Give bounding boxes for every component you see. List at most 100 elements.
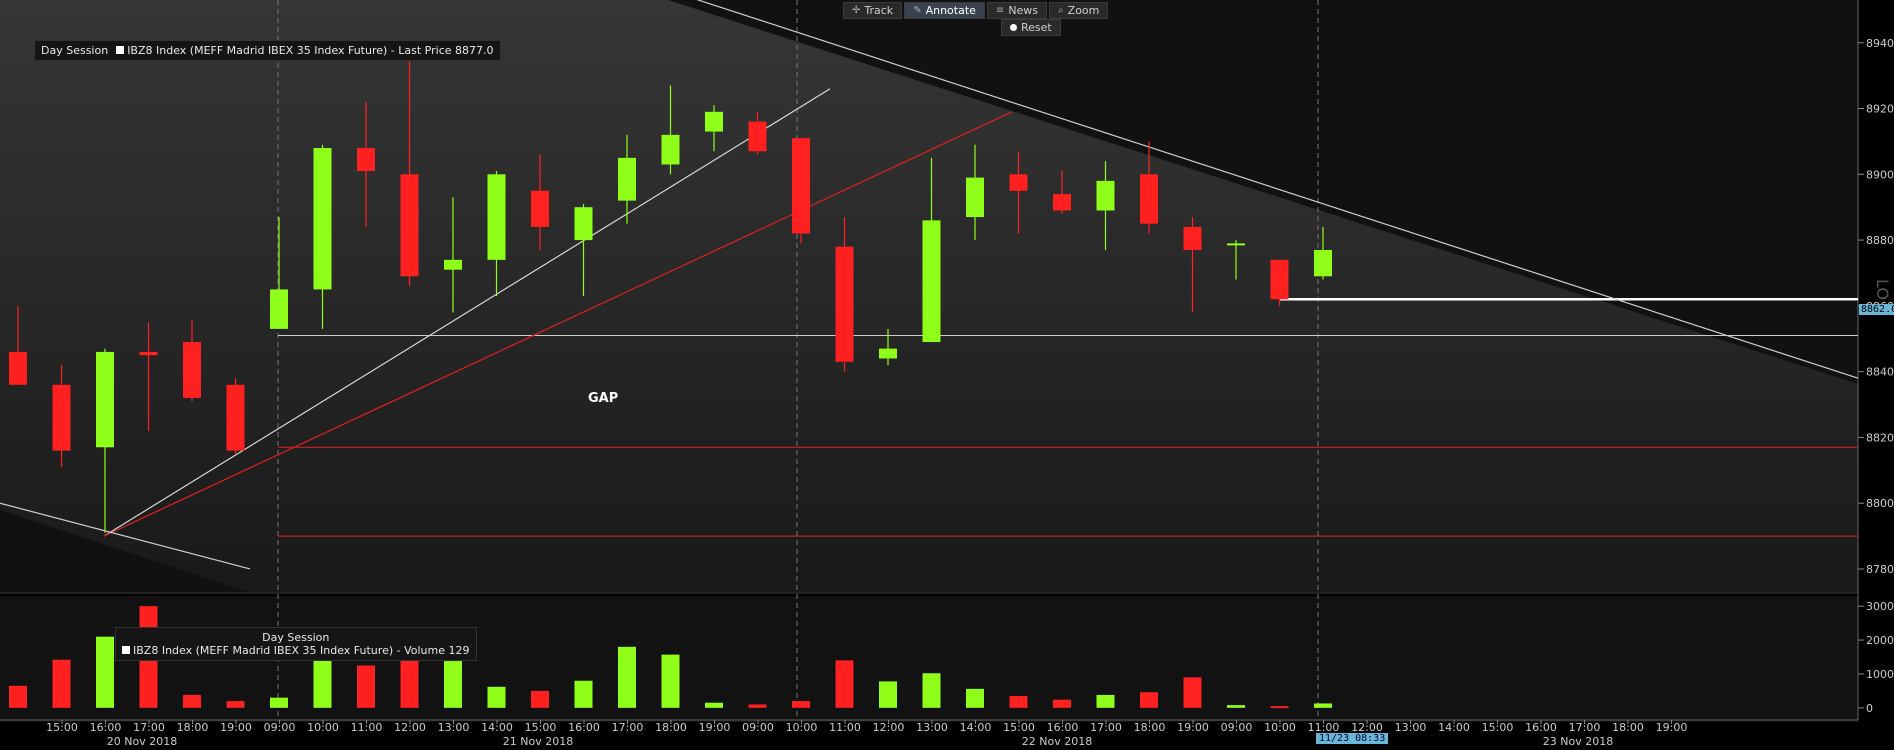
- track-button[interactable]: ✛ Track: [843, 2, 903, 19]
- volume-bar: [661, 654, 680, 708]
- side-label: LO: [1872, 279, 1892, 300]
- x-tick-label: 10:00: [307, 721, 339, 734]
- candle-body: [661, 134, 680, 165]
- track-label: Track: [864, 4, 894, 17]
- volume-bar: [1053, 699, 1071, 708]
- volume-bar: [183, 694, 201, 708]
- candle-body: [879, 348, 897, 359]
- price-legend[interactable]: Day Session IBZ8 Index (MEFF Madrid IBEX …: [34, 40, 501, 61]
- x-tick-label: 19:00: [699, 721, 731, 734]
- news-button[interactable]: ≡ News: [986, 2, 1048, 19]
- candle-body: [1009, 174, 1028, 191]
- volume-bar: [748, 704, 767, 708]
- candle-body: [1183, 226, 1202, 250]
- volume-bar: [313, 648, 332, 708]
- candle-body: [618, 157, 636, 201]
- x-tick-label: 12:00: [394, 721, 426, 734]
- x-tick-label: 17:00: [1569, 721, 1601, 734]
- reset-button[interactable]: Reset: [1001, 19, 1061, 36]
- candle-body: [1227, 243, 1245, 246]
- volume-bar: [1140, 692, 1158, 708]
- volume-bar: [226, 701, 245, 708]
- volume-legend[interactable]: Day Session IBZ8 Index (MEFF Madrid IBEX…: [115, 627, 477, 661]
- volume-bar: [9, 685, 27, 708]
- volume-bar: [96, 636, 114, 708]
- x-tick-label: 19:00: [1177, 721, 1209, 734]
- candle-body: [966, 177, 984, 218]
- candle-body: [1314, 249, 1332, 277]
- x-tick-label: 17:00: [612, 721, 644, 734]
- x-date-label: 22 Nov 2018: [1022, 735, 1092, 748]
- x-tick-label: 14:00: [1438, 721, 1470, 734]
- volume-bar: [966, 688, 984, 708]
- x-tick-label: 19:00: [1656, 721, 1688, 734]
- volume-bar: [618, 646, 636, 708]
- trend-line: [103, 111, 1013, 537]
- volume-bar: [357, 665, 375, 708]
- reset-label: Reset: [1021, 21, 1052, 34]
- volume-bar: [270, 697, 288, 708]
- candle-body: [531, 190, 549, 227]
- volume-bar: [444, 661, 462, 708]
- candle-body: [52, 384, 71, 451]
- volume-bar: [1227, 705, 1245, 708]
- x-tick-label: 15:00: [1482, 721, 1514, 734]
- series-swatch: [116, 46, 125, 54]
- candle-body: [139, 351, 158, 356]
- x-tick-label: 14:00: [960, 721, 992, 734]
- x-tick-label: 16:00: [90, 721, 122, 734]
- candle-body: [270, 289, 288, 329]
- chart-toolbar: ✛ Track ✎ Annotate ≡ News ⌕ Zoom: [843, 2, 1109, 19]
- price-legend-session: Day Session: [41, 44, 109, 57]
- x-tick-label: 15:00: [1003, 721, 1035, 734]
- volume-bar: [835, 660, 854, 708]
- x-tick-label: 17:00: [1090, 721, 1122, 734]
- volume-y-tick-label: 2000: [1866, 634, 1894, 647]
- volume-bar: [400, 658, 419, 708]
- zoom-label: Zoom: [1067, 4, 1100, 17]
- x-date-label: 23 Nov 2018: [1543, 735, 1613, 748]
- volume-bar: [487, 686, 506, 708]
- volume-bar: [1096, 694, 1115, 708]
- x-tick-label: 13:00: [1395, 721, 1427, 734]
- volume-bar: [1314, 703, 1332, 708]
- candle-body: [400, 174, 419, 277]
- x-tick-label: 10:00: [786, 721, 818, 734]
- volume-bar: [531, 690, 549, 708]
- crosshair-icon: ✛: [852, 5, 861, 16]
- x-tick-label: 18:00: [655, 721, 687, 734]
- y-tick-label: 8800: [1866, 497, 1894, 510]
- annotate-button[interactable]: ✎ Annotate: [904, 2, 985, 19]
- candle-body: [1270, 259, 1289, 300]
- volume-bar: [792, 701, 810, 708]
- candle-body: [357, 148, 375, 172]
- candle-body: [1096, 180, 1115, 211]
- magnifier-icon: ⌕: [1058, 5, 1064, 16]
- y-tick-label: 8920: [1866, 103, 1894, 116]
- candle-body: [922, 220, 941, 343]
- x-tick-label: 09:00: [1221, 721, 1253, 734]
- x-tick-label: 11:00: [829, 721, 861, 734]
- x-tick-label: 16:00: [1525, 721, 1557, 734]
- last-price-tag: 8862.0: [1859, 304, 1894, 315]
- series-swatch: [122, 646, 130, 654]
- candle-body: [96, 351, 114, 448]
- trend-line: [103, 88, 831, 537]
- volume-bar: [922, 673, 941, 708]
- x-tick-label: 14:00: [481, 721, 513, 734]
- price-legend-text: IBZ8 Index (MEFF Madrid IBEX 35 Index Fu…: [127, 44, 494, 57]
- pencil-icon: ✎: [913, 5, 922, 16]
- candle-body: [313, 148, 332, 290]
- x-tick-label: 19:00: [220, 721, 252, 734]
- x-tick-label: 15:00: [46, 721, 78, 734]
- volume-bar: [574, 680, 593, 708]
- gap-annotation: GAP: [588, 391, 618, 406]
- volume-bar: [879, 681, 897, 708]
- zoom-button[interactable]: ⌕ Zoom: [1049, 2, 1109, 19]
- volume-y-tick-label: 3000: [1866, 600, 1894, 613]
- candle-body: [835, 246, 854, 362]
- volume-y-tick-label: 0: [1866, 702, 1873, 715]
- volume-bar: [52, 659, 71, 708]
- trend-line: [0, 502, 251, 570]
